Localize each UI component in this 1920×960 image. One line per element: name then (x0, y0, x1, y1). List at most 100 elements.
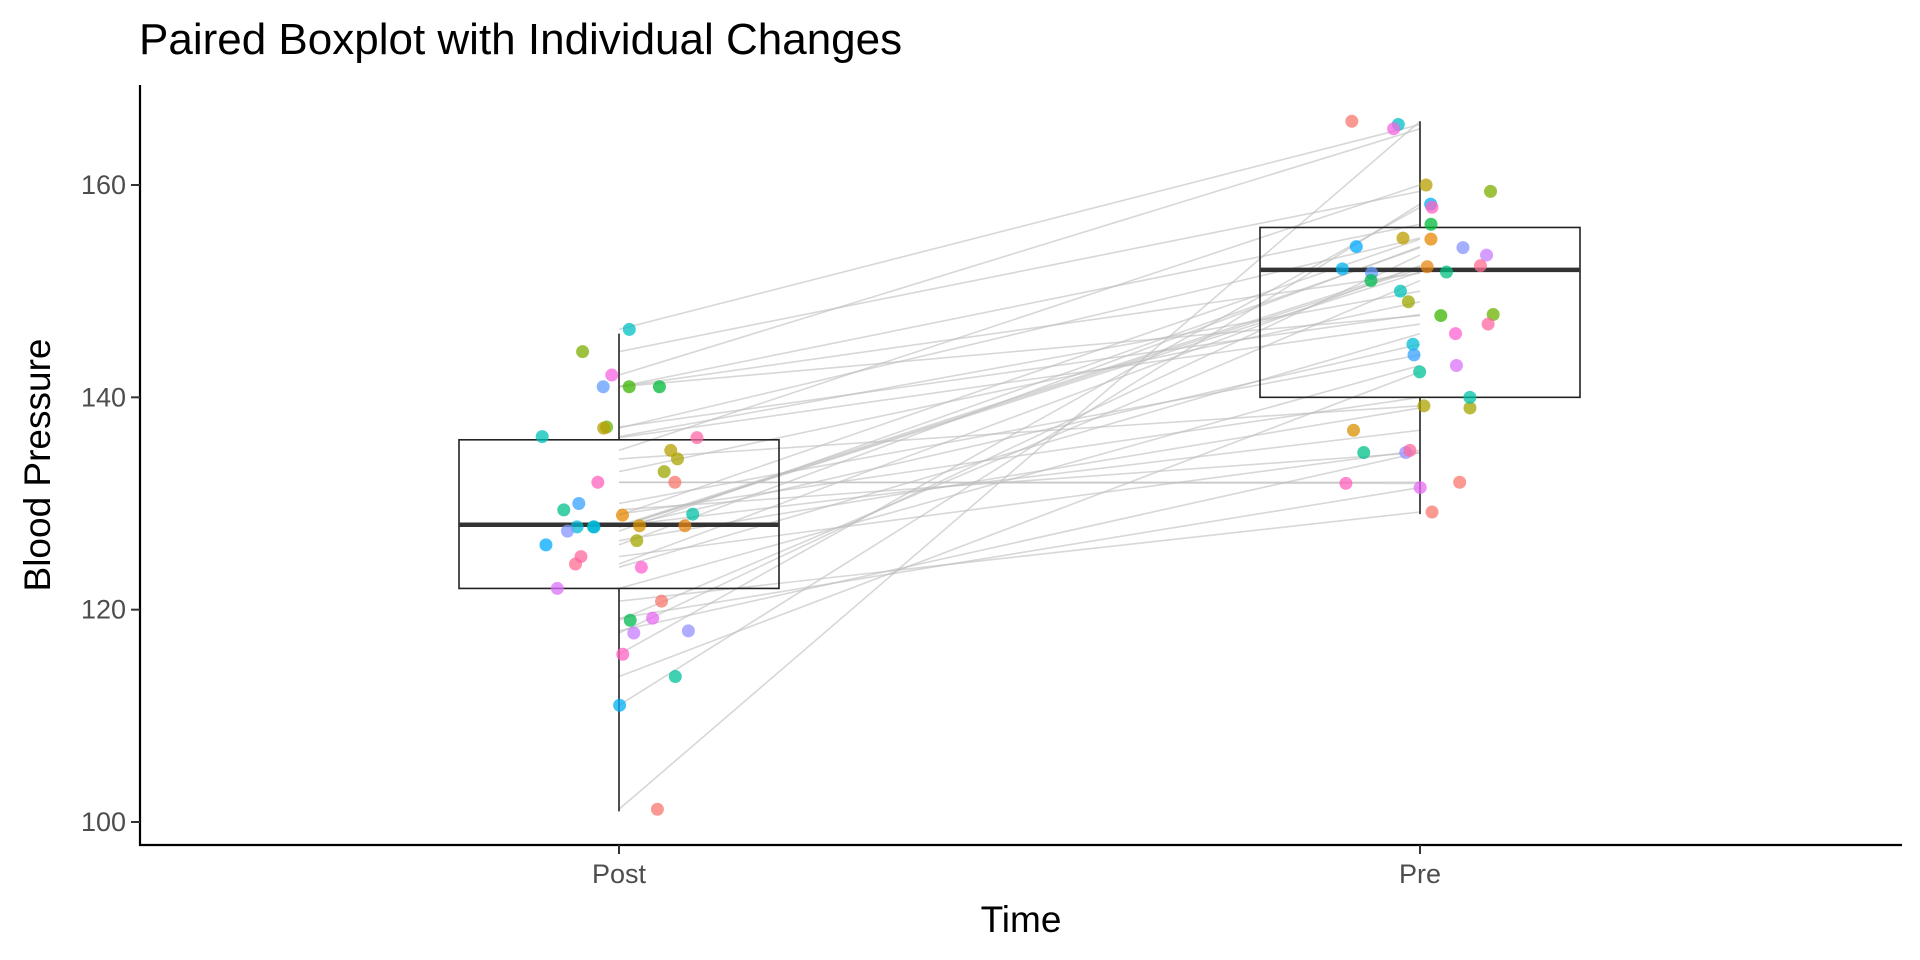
pair-line (618, 451, 1421, 632)
point-post (591, 475, 605, 489)
point-pre (1434, 309, 1448, 323)
pair-line (618, 313, 1421, 428)
point-post (646, 611, 660, 625)
pair-line (618, 323, 1421, 439)
point-pre (1335, 262, 1349, 276)
point-pre (1413, 481, 1427, 495)
pair-line (618, 184, 1421, 452)
point-post (630, 534, 644, 548)
point-post (655, 594, 669, 608)
pair-line (618, 190, 1421, 353)
pair-line (618, 451, 1421, 511)
point-post (616, 647, 630, 661)
chart-title: Paired Boxplot with Individual Changes (139, 15, 902, 64)
x-ticks-group: Post Pre (592, 845, 1441, 889)
point-pre (1407, 348, 1421, 362)
y-tick-label: 160 (81, 170, 126, 200)
point-pre (1401, 295, 1415, 309)
pair-line (618, 449, 1421, 558)
point-post (668, 670, 682, 684)
y-axis-title: Blood Pressure (17, 339, 58, 592)
point-pre (1420, 260, 1434, 274)
y-tick-label: 100 (81, 807, 126, 837)
points-group (535, 114, 1500, 816)
pair-line (618, 486, 1421, 619)
point-post (615, 508, 629, 522)
point-pre (1480, 248, 1494, 262)
point-pre (1364, 274, 1378, 288)
point-pre (1424, 217, 1438, 231)
pair-line (618, 371, 1421, 678)
pair-line (618, 396, 1421, 515)
point-pre (1453, 475, 1467, 489)
pair-line (618, 223, 1421, 388)
point-pre (1419, 178, 1433, 192)
pair-line (618, 203, 1421, 706)
point-pre (1417, 399, 1431, 413)
point-post (678, 519, 692, 533)
point-pre (1463, 401, 1477, 415)
point-post (560, 524, 574, 538)
point-pre (1387, 122, 1401, 136)
pair-line (618, 354, 1421, 505)
pair-line (618, 511, 1421, 602)
pair-line (618, 123, 1421, 331)
point-post (668, 475, 682, 489)
point-pre (1349, 240, 1363, 254)
point-pre (1357, 446, 1371, 460)
box-pre (1259, 226, 1581, 399)
point-post (632, 519, 646, 533)
point-pre (1347, 423, 1361, 437)
point-pre (1486, 308, 1500, 322)
pair-line (618, 364, 1421, 590)
pair-line (618, 268, 1421, 528)
point-pre (1473, 259, 1487, 273)
point-post (652, 380, 666, 394)
point-post (613, 698, 627, 712)
point-post (681, 624, 695, 638)
pair-line (618, 272, 1421, 388)
point-post (596, 380, 610, 394)
point-pre (1406, 337, 1420, 351)
point-post (670, 452, 684, 466)
point-pre (1345, 114, 1359, 128)
point-pre (1396, 231, 1410, 245)
point-post (557, 503, 571, 517)
point-pre (1424, 232, 1438, 246)
pair-line (618, 481, 1421, 485)
pair-line (618, 301, 1421, 473)
point-pre (1413, 365, 1427, 379)
point-pre (1484, 184, 1498, 198)
pair-lines-group (618, 120, 1421, 810)
point-post (686, 507, 700, 521)
pair-line (618, 429, 1421, 527)
point-pre (1425, 200, 1439, 214)
pair-line (618, 127, 1421, 376)
point-post (627, 626, 641, 640)
point-pre (1339, 476, 1353, 490)
pair-line (618, 206, 1421, 655)
point-post (657, 465, 671, 479)
x-tick-label: Pre (1399, 859, 1441, 889)
x-tick-label: Post (592, 859, 647, 889)
box-post (458, 438, 780, 590)
pair-line (618, 238, 1421, 516)
point-pre (1439, 265, 1453, 279)
point-post (650, 802, 664, 816)
point-pre (1403, 443, 1417, 457)
point-pre (1449, 358, 1463, 372)
pair-line (618, 264, 1421, 565)
point-post (622, 380, 636, 394)
point-pre (1463, 390, 1477, 404)
point-post (605, 368, 619, 382)
pair-line (618, 120, 1421, 810)
point-pre (1481, 317, 1495, 331)
point-post (572, 497, 586, 510)
point-pre (1393, 284, 1407, 298)
pair-line (618, 405, 1421, 460)
x-axis-title: Time (981, 899, 1062, 940)
pair-line (618, 314, 1421, 388)
point-post (623, 613, 637, 627)
point-post (622, 322, 636, 336)
